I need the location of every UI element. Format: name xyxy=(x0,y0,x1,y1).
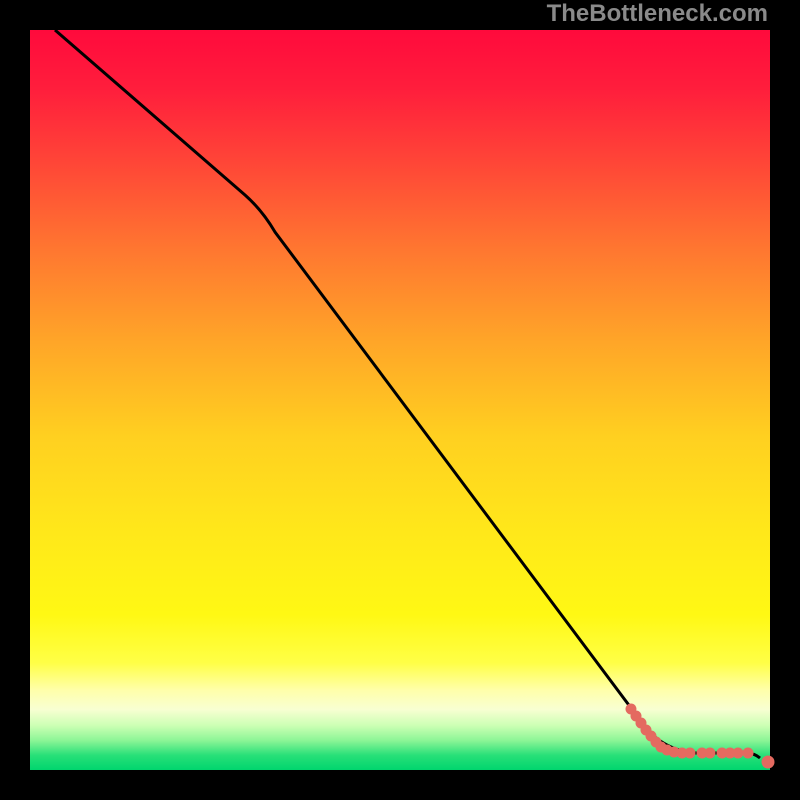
data-point xyxy=(685,748,696,759)
watermark-text: TheBottleneck.com xyxy=(547,0,768,28)
data-point xyxy=(762,756,775,769)
data-point xyxy=(705,748,716,759)
bottleneck-chart xyxy=(0,0,800,800)
data-point xyxy=(733,748,744,759)
data-point xyxy=(743,748,754,759)
